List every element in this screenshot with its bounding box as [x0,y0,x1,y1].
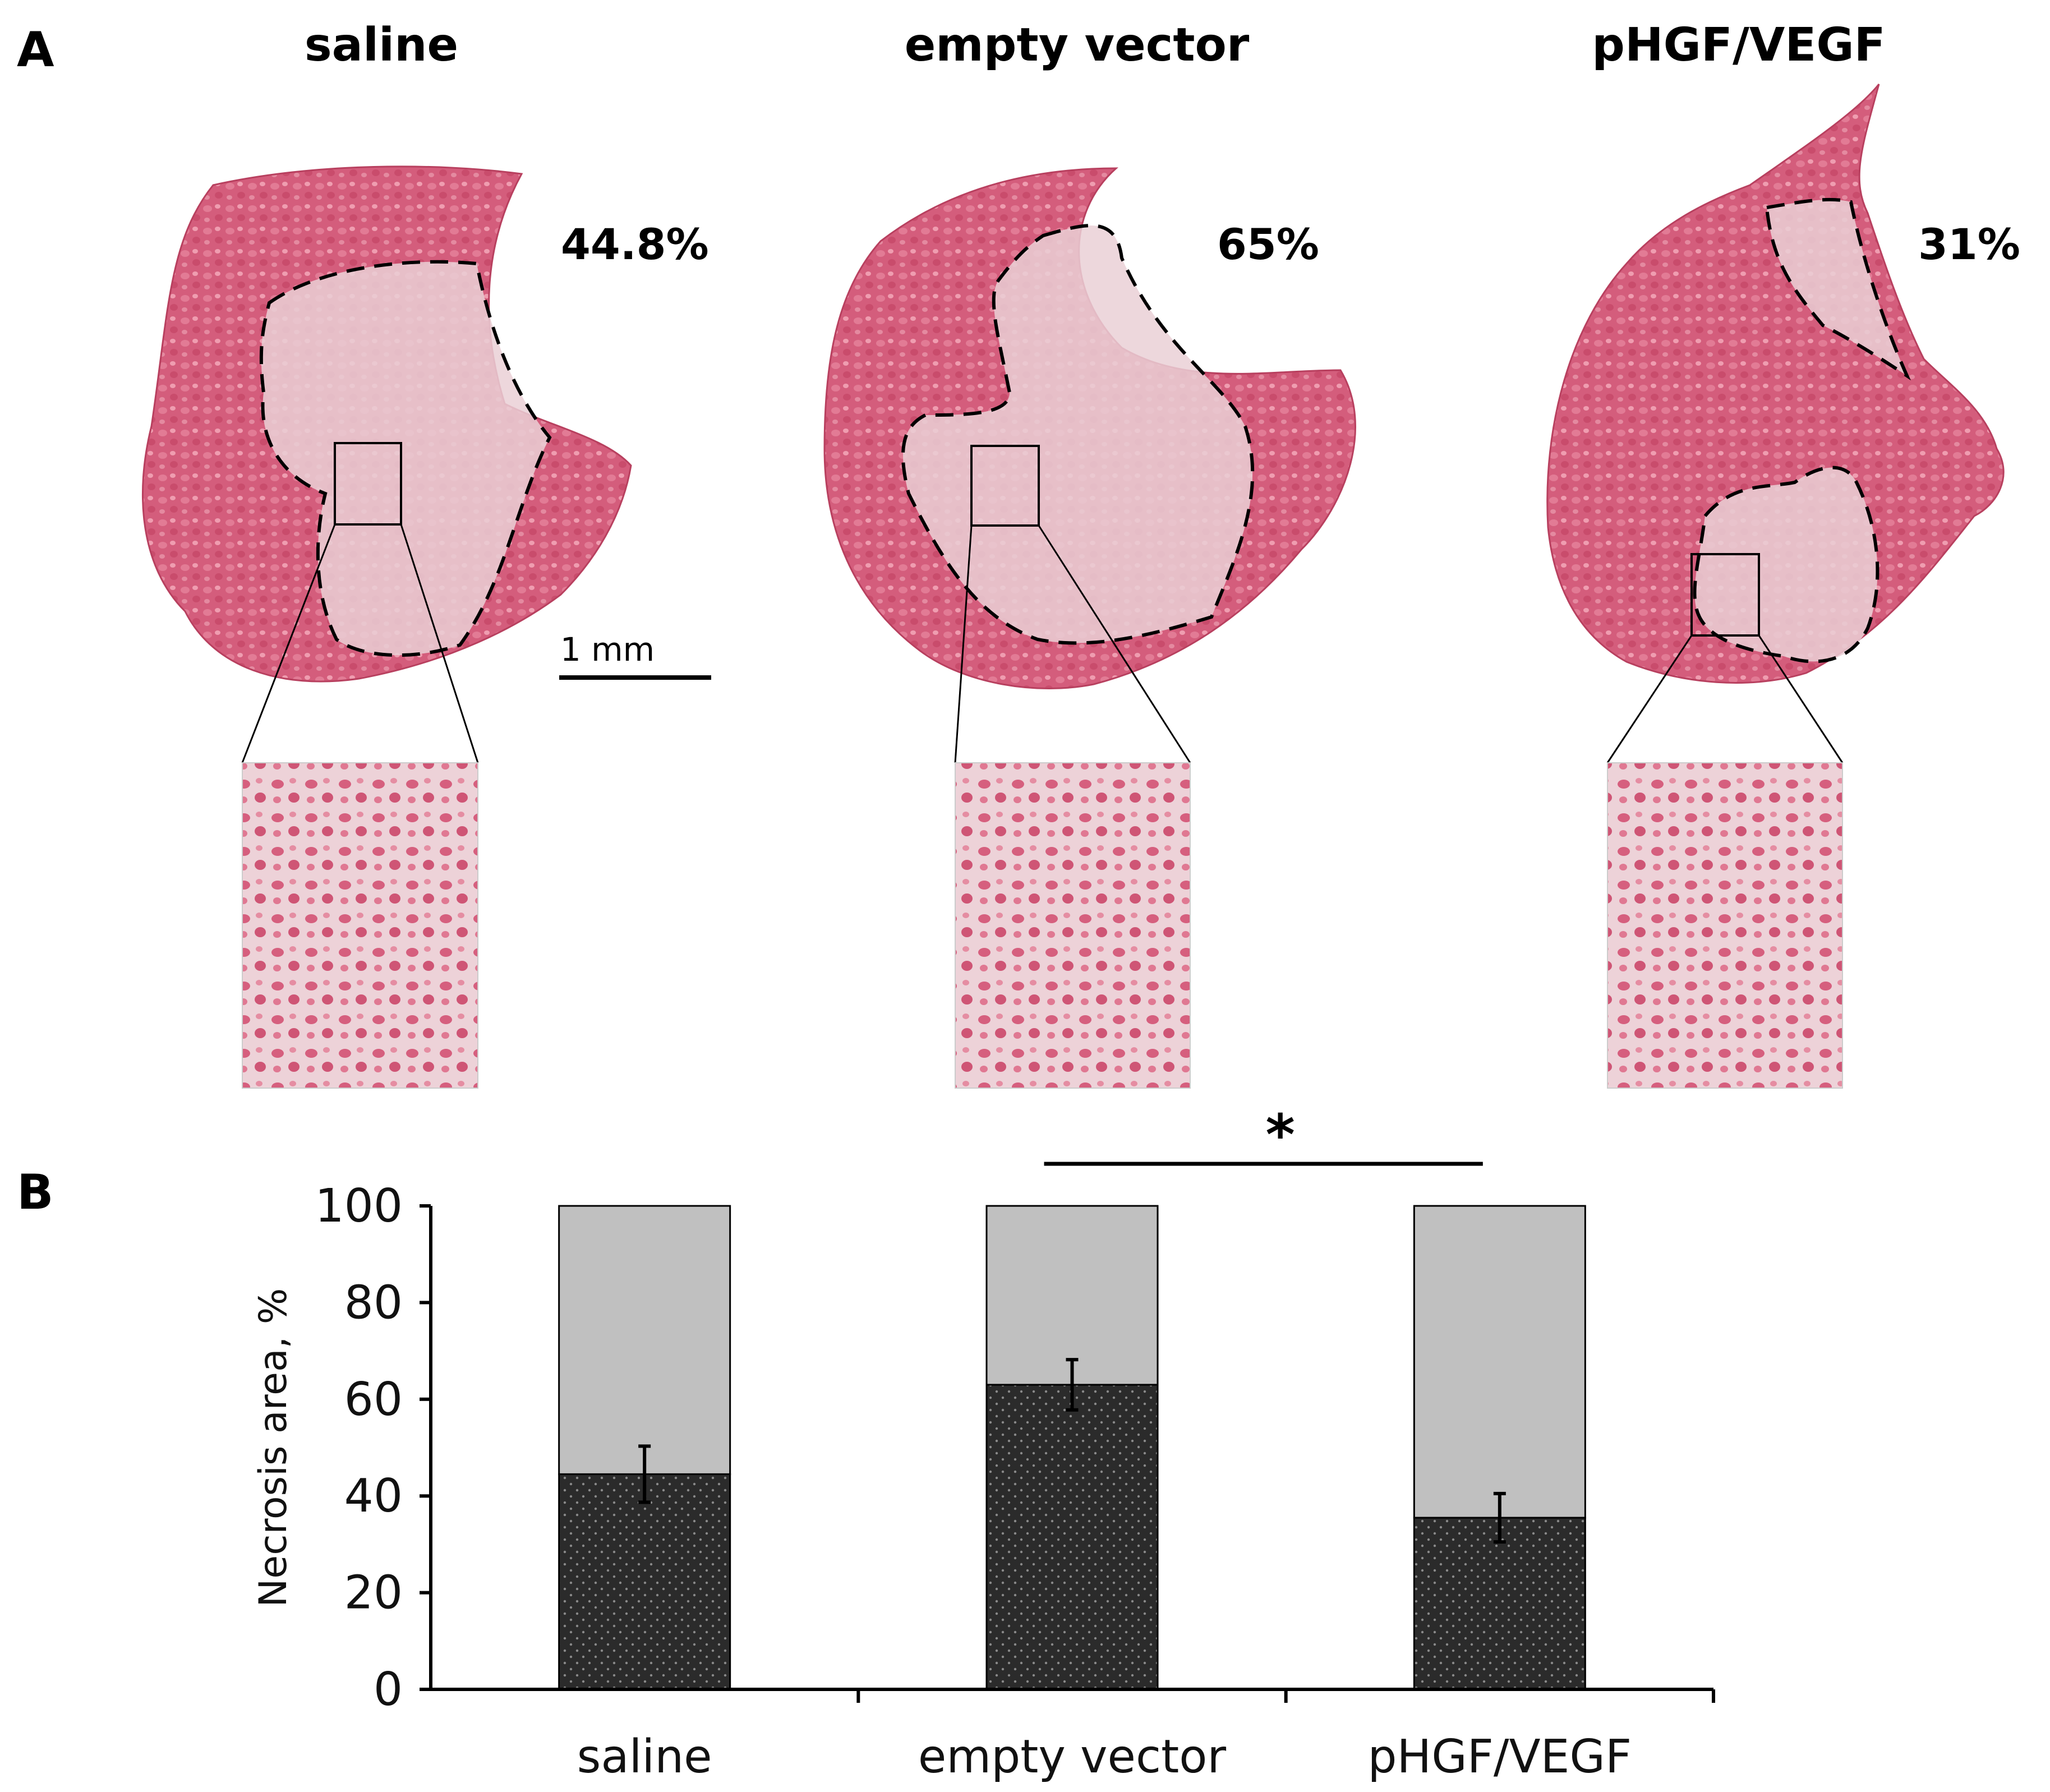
tissue-section-saline [141,165,632,1089]
y-tick-label-60: 60 [344,1373,403,1426]
tissue-section-phgf-vegf [1546,84,2005,1089]
bar-necrosis-saline [558,1473,731,1690]
category-label-empty-vector: empty vector [918,1730,1227,1784]
necrosis-label-empty-vector: 65% [1217,219,1319,269]
tissue-section-empty-vector [823,167,1356,1089]
y-tick-label-100: 100 [315,1180,403,1233]
section-title-saline: saline [305,19,458,72]
bar-remainder-phgf-vegf [1413,1205,1586,1519]
section-title-empty-vector: empty vector [905,19,1250,72]
y-tick-label-80: 80 [344,1276,403,1329]
necrosis-label-saline: 44.8% [561,219,709,269]
bar-chart: saline empty vector pHGF/VEGF 0 20 40 60 80 100 N… [251,1102,1715,1784]
section-title-phgf-vegf: pHGF/VEGF [1592,19,1885,72]
necrosis-label-phgf-vegf: 31% [1918,219,2020,269]
y-tick-label-0: 0 [374,1663,403,1716]
category-label-phgf-vegf: pHGF/VEGF [1367,1730,1632,1784]
panel-b-letter: B [17,1164,54,1220]
bar-remainder-saline [558,1205,731,1475]
bar-necrosis-phgf-vegf [1413,1517,1586,1690]
scale-bar-label: 1 mm [560,630,655,669]
category-label-saline: saline [577,1730,712,1784]
bar-remainder-empty-vector [985,1205,1159,1386]
y-tick-label-20: 20 [344,1567,403,1620]
significance-star: * [1266,1102,1295,1168]
panel-a-letter: A [17,22,54,78]
y-axis-title: Necrosis area, % [251,1288,296,1607]
bar-necrosis-empty-vector [985,1384,1159,1690]
y-tick-label-40: 40 [344,1469,403,1523]
